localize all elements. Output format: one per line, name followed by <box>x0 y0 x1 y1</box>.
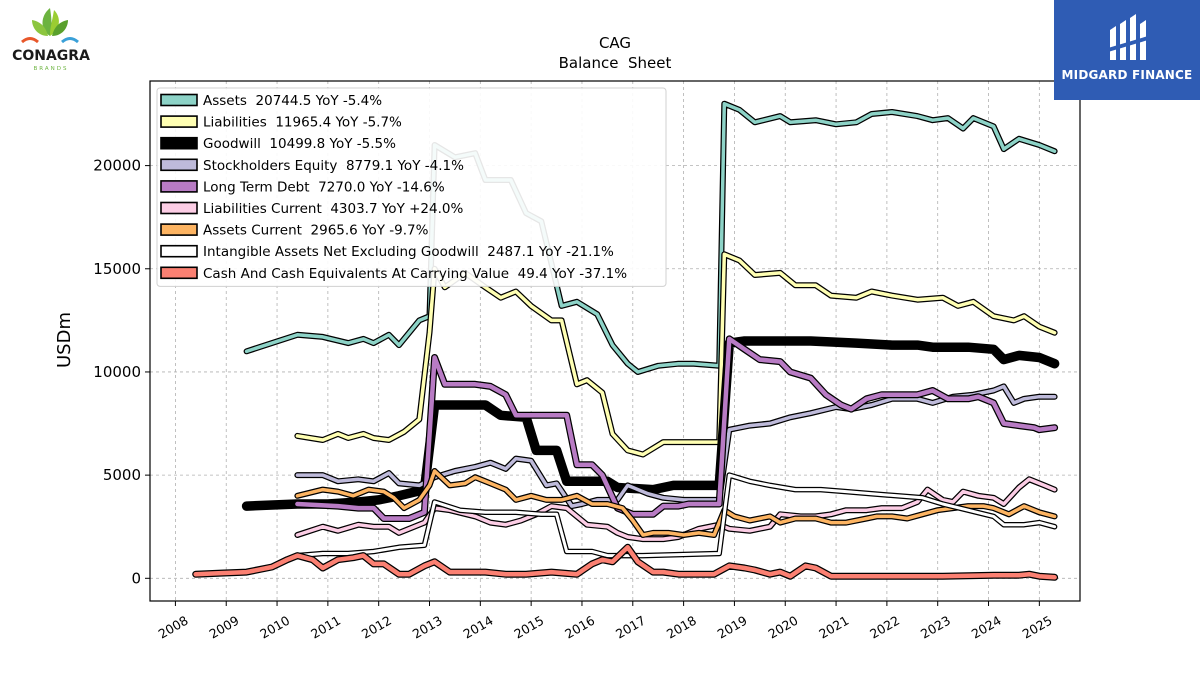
series-line <box>295 252 1057 457</box>
series-long-term-debt <box>293 335 1059 522</box>
legend-entry: Long Term Debt 7270.0 YoY -14.6% <box>160 179 445 195</box>
publisher-name: MIDGARD FINANCE <box>1061 68 1193 82</box>
chart-subtitle: Balance Sheet <box>559 54 672 72</box>
x-tick-label: 2022 <box>867 613 902 642</box>
x-tick-label: 2009 <box>206 613 241 642</box>
x-tick-label: 2025 <box>1020 613 1055 642</box>
series-intangible-assets-net-excluding-goodwill <box>294 472 1058 559</box>
x-tick-label: 2019 <box>715 613 750 642</box>
legend-entry: Intangible Assets Net Excluding Goodwill… <box>160 244 614 260</box>
x-tick-label: 2018 <box>664 613 699 642</box>
y-tick-label: 20000 <box>93 157 141 175</box>
legend-swatch <box>160 201 198 215</box>
legend-swatch <box>160 158 198 172</box>
x-tick-label: 2012 <box>359 613 394 642</box>
y-tick-label: 5000 <box>103 466 141 484</box>
legend-label: Long Term Debt 7270.0 YoY -14.6% <box>203 179 445 195</box>
legend-label: Liabilities Current 4303.7 YoY +24.0% <box>203 201 463 217</box>
legend-entry: Liabilities Current 4303.7 YoY +24.0% <box>160 201 463 217</box>
publisher-logo: MIDGARD FINANCE <box>1054 0 1200 100</box>
legend-entry: Liabilities 11965.4 YoY -5.7% <box>160 115 402 131</box>
legend-label: Intangible Assets Net Excluding Goodwill… <box>203 244 614 260</box>
x-tick-label: 2015 <box>511 613 546 642</box>
legend-swatch <box>160 244 198 258</box>
series-liabilities <box>294 251 1058 458</box>
x-tick-label: 2016 <box>562 613 597 642</box>
x-tick-label: 2021 <box>816 613 851 642</box>
legend-entry: Stockholders Equity 8779.1 YoY -4.1% <box>160 158 464 174</box>
x-tick-label: 2008 <box>156 613 191 642</box>
x-tick-label: 2010 <box>257 613 292 642</box>
legend-entry: Assets Current 2965.6 YoY -9.7% <box>160 223 429 239</box>
x-tick-label: 2013 <box>410 613 445 642</box>
legend-label: Stockholders Equity 8779.1 YoY -4.1% <box>203 158 464 174</box>
company-name: CONAGRA <box>12 48 90 64</box>
x-tick-label: 2014 <box>461 613 496 642</box>
series-goodwill <box>241 336 1060 511</box>
series-lines <box>192 100 1060 581</box>
conagra-leaf-icon: CONAGRA BRANDS <box>12 8 90 72</box>
x-tick-label: 2020 <box>765 613 800 642</box>
legend-swatch <box>160 93 198 107</box>
legend-label: Goodwill 10499.8 YoY -5.5% <box>203 136 396 152</box>
legend-entry: Assets 20744.5 YoY -5.4% <box>160 93 382 109</box>
chart-legend: Assets 20744.5 YoY -5.4% Liabilities 1196… <box>156 87 667 287</box>
company-logo: CONAGRA BRANDS <box>4 6 100 72</box>
legend-label: Assets Current 2965.6 YoY -9.7% <box>203 223 429 239</box>
legend-box <box>156 87 667 287</box>
series-assets <box>243 100 1058 375</box>
legend-entry: Cash And Cash Equivalents At Carrying Va… <box>160 266 627 282</box>
legend-swatch <box>160 223 198 236</box>
midgard-emblem-icon <box>1108 14 1148 60</box>
x-tick-label: 2011 <box>308 613 343 642</box>
legend-label: Assets 20744.5 YoY -5.4% <box>203 93 382 109</box>
series-assets-current <box>294 468 1058 538</box>
series-line <box>295 336 1057 521</box>
legend-label: Liabilities 11965.4 YoY -5.7% <box>203 115 402 131</box>
legend-entry: Goodwill 10499.8 YoY -5.5% <box>160 136 396 152</box>
legend-swatch <box>160 136 198 150</box>
x-tick-label: 2024 <box>969 613 1004 642</box>
series-line <box>193 545 1057 580</box>
series-line <box>244 101 1057 374</box>
x-tick-label: 2017 <box>613 613 648 642</box>
legend-swatch <box>160 266 198 280</box>
series-line <box>295 473 1057 558</box>
y-axis-label: USDm <box>54 312 75 368</box>
y-tick-label: 15000 <box>93 260 141 278</box>
legend-swatch <box>160 180 198 193</box>
series-cash-and-cash-equivalents-at-carrying-value <box>192 543 1059 581</box>
x-tick-label: 2023 <box>918 613 953 642</box>
series-line <box>243 337 1059 510</box>
y-tick-label: 10000 <box>93 363 141 381</box>
y-tick-label: 0 <box>131 569 141 587</box>
company-subname: BRANDS <box>34 66 69 72</box>
legend-swatch <box>160 115 198 128</box>
plot-frame <box>149 80 1081 602</box>
chart-title: CAG <box>599 34 631 52</box>
series-line <box>295 469 1057 537</box>
legend-label: Cash And Cash Equivalents At Carrying Va… <box>203 266 627 282</box>
